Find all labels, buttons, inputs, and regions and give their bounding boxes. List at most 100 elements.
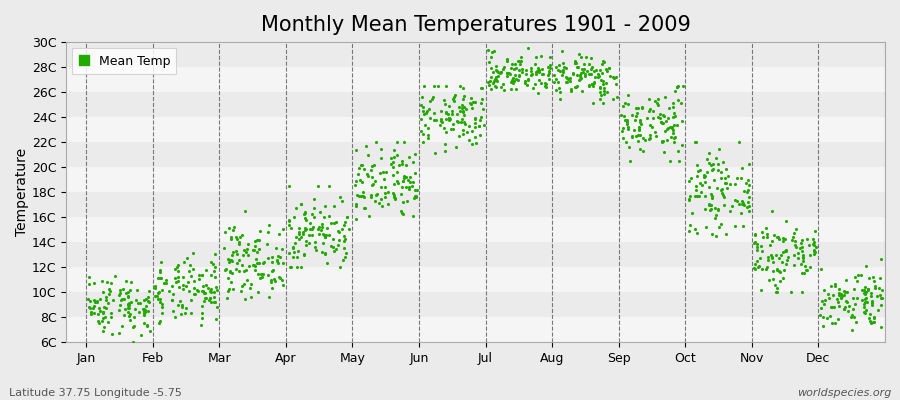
Point xyxy=(766,268,780,274)
Point xyxy=(748,239,762,246)
Point xyxy=(237,281,251,287)
Point xyxy=(841,307,855,314)
Point xyxy=(701,150,716,156)
Point xyxy=(500,58,514,64)
Point xyxy=(701,184,716,190)
Point xyxy=(306,224,320,230)
Point xyxy=(452,133,466,139)
Point xyxy=(845,312,859,318)
Bar xyxy=(66,317,885,342)
Point xyxy=(518,80,532,86)
Point xyxy=(395,178,410,184)
Point xyxy=(845,306,859,312)
Point xyxy=(863,311,878,317)
Point xyxy=(784,289,798,296)
Point xyxy=(661,115,675,121)
Point xyxy=(151,289,166,296)
Point xyxy=(586,83,600,89)
Point xyxy=(176,282,190,288)
Point xyxy=(303,220,318,226)
Point xyxy=(505,61,519,67)
Point xyxy=(658,128,672,134)
Point xyxy=(688,182,703,189)
Point xyxy=(401,154,416,160)
Point xyxy=(736,223,751,229)
Point xyxy=(716,159,731,166)
Point xyxy=(765,259,779,266)
Point xyxy=(844,314,859,320)
Point xyxy=(748,230,762,237)
Point xyxy=(800,235,814,242)
Point xyxy=(148,293,163,299)
Point xyxy=(484,64,499,71)
Point xyxy=(434,108,448,114)
Point xyxy=(631,132,645,138)
Point xyxy=(203,288,218,294)
Point xyxy=(582,82,597,88)
Point xyxy=(619,119,634,126)
Point xyxy=(567,58,581,64)
Point xyxy=(390,169,404,176)
Point xyxy=(582,70,597,77)
Point xyxy=(615,112,629,118)
Point xyxy=(274,245,289,252)
Point xyxy=(330,242,345,249)
Point xyxy=(105,297,120,303)
Point xyxy=(735,198,750,205)
Point xyxy=(396,178,410,185)
Point xyxy=(653,119,668,126)
Point xyxy=(153,318,167,324)
Point xyxy=(336,257,350,264)
Point xyxy=(455,85,470,91)
Point xyxy=(493,69,508,76)
Point xyxy=(803,264,817,270)
Point xyxy=(681,228,696,234)
Point xyxy=(714,169,728,175)
Point xyxy=(224,236,238,242)
Point xyxy=(307,214,321,220)
Point xyxy=(643,136,657,142)
Point xyxy=(222,225,237,231)
Point xyxy=(251,271,266,278)
Point xyxy=(515,66,529,72)
Point xyxy=(364,192,378,198)
Point xyxy=(682,178,697,184)
Point xyxy=(719,230,733,237)
Point xyxy=(359,142,374,149)
Point xyxy=(568,84,582,90)
Point xyxy=(494,84,508,90)
Point xyxy=(235,232,249,238)
Point xyxy=(688,186,703,193)
Point xyxy=(112,290,127,296)
Point xyxy=(210,304,224,310)
Point xyxy=(459,106,473,112)
Point xyxy=(387,181,401,187)
Point xyxy=(668,112,682,119)
Point xyxy=(248,267,262,273)
Point xyxy=(735,200,750,206)
Point xyxy=(670,84,684,90)
Point xyxy=(187,285,202,292)
Point xyxy=(572,51,587,57)
Point xyxy=(209,316,223,322)
Point xyxy=(405,183,419,190)
Point xyxy=(421,106,436,112)
Point xyxy=(392,162,406,168)
Point xyxy=(351,165,365,171)
Point xyxy=(787,230,801,237)
Point xyxy=(534,80,548,86)
Point xyxy=(349,216,364,222)
Point xyxy=(283,222,297,228)
Point xyxy=(357,166,372,172)
Point xyxy=(710,161,724,168)
Point xyxy=(230,236,245,242)
Point xyxy=(702,200,716,207)
Point xyxy=(576,68,590,75)
Point xyxy=(320,260,334,266)
Point xyxy=(122,286,137,293)
Point xyxy=(481,79,495,86)
Point xyxy=(369,139,383,145)
Point xyxy=(556,67,571,74)
Point xyxy=(716,192,730,198)
Point xyxy=(741,199,755,206)
